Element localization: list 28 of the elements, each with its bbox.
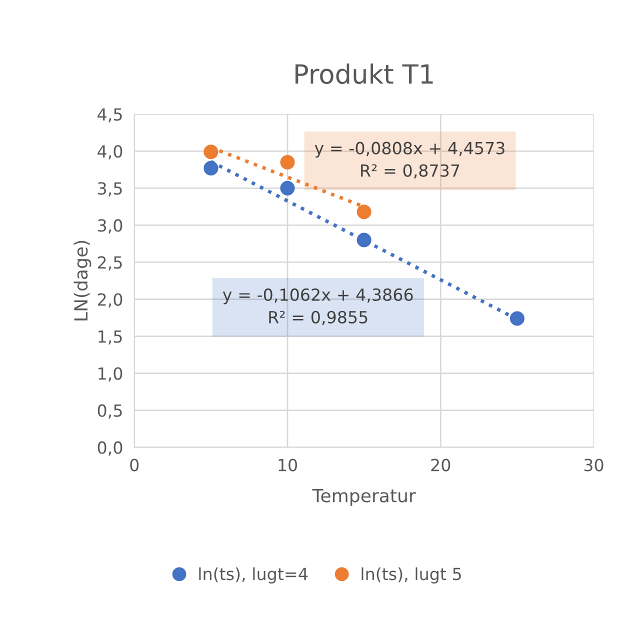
y-axis-title: LN(dage) [74, 240, 92, 320]
y-tick-label: 4,5 [98, 108, 122, 122]
point [510, 311, 524, 326]
point [356, 232, 372, 248]
point [204, 144, 218, 160]
y-tick-label: 3,0 [98, 219, 122, 234]
point [356, 204, 372, 220]
annotation: y = -0,1062x + 4,3866 R² = 0,9855 [222, 288, 413, 326]
x-tick-label: 30 [584, 458, 604, 472]
point [204, 160, 218, 176]
legend-label: ln(ts), lugt 5 [362, 567, 461, 584]
point [280, 180, 295, 196]
y-tick-label: 3,5 [98, 182, 122, 196]
annotation: y = -0,0808x + 4,4573 R² = 0,8737 [314, 142, 504, 179]
y-tick-label: 2,5 [98, 256, 122, 270]
x-tick-label: 20 [431, 458, 450, 472]
y-tick-label: 1,0 [98, 367, 122, 382]
y-tick-label: 4,0 [98, 145, 122, 160]
point [280, 154, 295, 170]
y-tick-label: 1,5 [98, 330, 122, 345]
y-tick-label: 0,5 [98, 404, 122, 419]
x-axis-title: Temperatur [312, 489, 416, 506]
chart-title: Produkt T1 [296, 64, 433, 84]
legend-label: ln(ts), lugt=4 [199, 567, 308, 584]
x-tick-label: 10 [278, 458, 297, 472]
y-tick-label: 2,0 [98, 293, 122, 308]
x-tick-label: 0 [130, 458, 139, 472]
y-tick-label: 0,0 [98, 441, 122, 456]
